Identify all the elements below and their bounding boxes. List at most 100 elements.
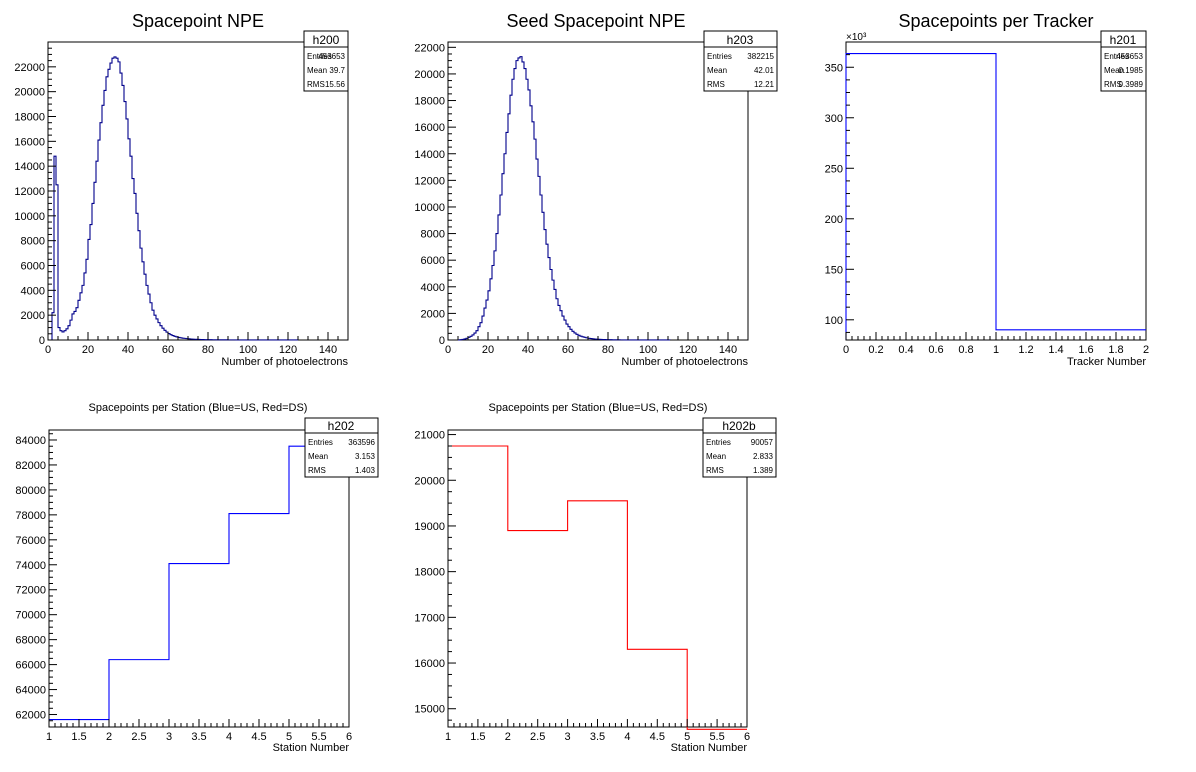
x-tick-label: 0.8 (958, 344, 973, 356)
histogram-line (457, 56, 671, 341)
y-tick-label: 72000 (15, 585, 46, 597)
stats-frame (304, 417, 379, 478)
stats-value: 1.389 (753, 466, 774, 475)
x-tick-label: 80 (202, 344, 214, 356)
stats-label: Entries (308, 438, 333, 447)
x-tick-label: 60 (562, 344, 574, 356)
x-tick-label: 3.5 (191, 731, 206, 743)
stats-label: RMS (308, 466, 326, 475)
stats-label: RMS (706, 466, 724, 475)
x-tick-label: 4 (624, 731, 630, 743)
x-tick-label: 0.6 (928, 344, 943, 356)
x-tick-label: 1.4 (1048, 344, 1063, 356)
y-tick-label: 16000 (414, 658, 445, 670)
stats-frame (703, 30, 778, 92)
chart-title: Seed Spacepoint NPE (506, 11, 685, 31)
stats-value: 1.403 (355, 466, 376, 475)
x-tick-label: 0 (45, 344, 51, 356)
stats-box: h203 Entries 382215 Mean 42.01 RMS 12.21 (703, 30, 778, 92)
stats-value: 42.01 (754, 66, 775, 75)
stats-value: 2.833 (753, 452, 774, 461)
y-tick-label: 80000 (15, 485, 46, 497)
x-tick-label: 6 (346, 731, 352, 743)
stats-value: 39.7 (329, 66, 345, 75)
chart-h202b: Spacepoints per Station (Blue=US, Red=DS… (414, 402, 777, 754)
x-tick-label: 5.5 (709, 731, 724, 743)
pad-h202b: Spacepoints per Station (Blue=US, Red=DS… (398, 386, 796, 772)
x-tick-label: 120 (679, 344, 697, 356)
stats-box: h202 Entries 363596 Mean 3.153 RMS 1.403 (304, 417, 379, 478)
pad-h200: Spacepoint NPE Number of photoelectrons … (0, 0, 398, 386)
y-tick-label: 200 (825, 214, 843, 226)
stats-frame (1100, 30, 1147, 92)
stats-label: Mean (707, 66, 727, 75)
x-tick-label: 80 (602, 344, 614, 356)
stats-value: 15.56 (325, 80, 346, 89)
stats-label: Mean (308, 452, 328, 461)
y-tick-label: 68000 (15, 635, 46, 647)
stats-box: h200 Entries 453653 Mean 39.7 RMS 15.56 (303, 30, 349, 92)
chart-h203: Seed Spacepoint NPE Number of photoelect… (414, 11, 778, 368)
y-tick-label: 2000 (21, 310, 45, 322)
x-tick-label: 1 (993, 344, 999, 356)
x-tick-label: 1 (445, 731, 451, 743)
stats-frame (702, 417, 777, 478)
x-tick-label: 140 (319, 344, 337, 356)
stats-value: 12.21 (754, 80, 775, 89)
x-tick-label: 1.5 (470, 731, 485, 743)
stats-label: Mean (307, 66, 327, 75)
y-tick-label: 8000 (21, 236, 45, 248)
x-tick-label: 60 (162, 344, 174, 356)
stats-value: 363596 (348, 438, 375, 447)
y-tick-label: 8000 (421, 229, 445, 241)
y-tick-label: 70000 (15, 610, 46, 622)
y-tick-label: 18000 (414, 96, 445, 108)
x-tick-label: 2 (106, 731, 112, 743)
chart-h201: Spacepoints per Tracker ×10³ Tracker Num… (825, 11, 1149, 368)
x-tick-label: 100 (639, 344, 657, 356)
histogram-line (448, 445, 747, 730)
y-tick-label: 10000 (414, 202, 445, 214)
y-axis-exponent: ×10³ (846, 32, 867, 43)
chart-title: Spacepoint NPE (132, 11, 264, 31)
y-tick-label: 78000 (15, 510, 46, 522)
y-tick-label: 22000 (414, 42, 445, 54)
plot-frame (447, 429, 748, 728)
y-tick-label: 16000 (414, 122, 445, 134)
stats-frame (303, 30, 349, 92)
x-axis-label: Number of photoelectrons (621, 356, 748, 368)
x-tick-label: 0.2 (868, 344, 883, 356)
stats-value: 453653 (318, 52, 345, 61)
stats-label: Entries (707, 52, 732, 61)
histogram-line (51, 56, 299, 341)
x-tick-label: 2 (1143, 344, 1149, 356)
stats-name: h203 (727, 33, 754, 47)
x-tick-label: 6 (744, 731, 750, 743)
histogram-line (49, 445, 349, 721)
stats-name: h201 (1110, 33, 1137, 47)
stats-label: Mean (1104, 66, 1124, 75)
y-tick-label: 16000 (14, 136, 45, 148)
chart-h202: Spacepoints per Station (Blue=US, Red=DS… (15, 402, 379, 754)
y-tick-label: 76000 (15, 535, 46, 547)
y-tick-label: 66000 (15, 660, 46, 672)
x-tick-label: 0 (445, 344, 451, 356)
stats-label: RMS (1104, 80, 1122, 89)
y-tick-label: 12000 (414, 175, 445, 187)
y-tick-label: 21000 (414, 430, 445, 442)
x-tick-label: 1.5 (71, 731, 86, 743)
x-tick-label: 20 (82, 344, 94, 356)
x-tick-label: 3 (166, 731, 172, 743)
y-tick-label: 74000 (15, 560, 46, 572)
stats-name: h202 (328, 419, 355, 433)
histogram-line (845, 52, 1146, 340)
y-tick-label: 17000 (414, 612, 445, 624)
x-axis-label: Number of photoelectrons (221, 356, 348, 368)
stats-value: 382215 (747, 52, 774, 61)
y-tick-label: 350 (825, 62, 843, 74)
y-tick-label: 84000 (15, 435, 46, 447)
stats-value: 0.3989 (1119, 80, 1144, 89)
stats-label: Entries (307, 52, 332, 61)
y-tick-label: 64000 (15, 685, 46, 697)
y-tick-label: 300 (825, 113, 843, 125)
